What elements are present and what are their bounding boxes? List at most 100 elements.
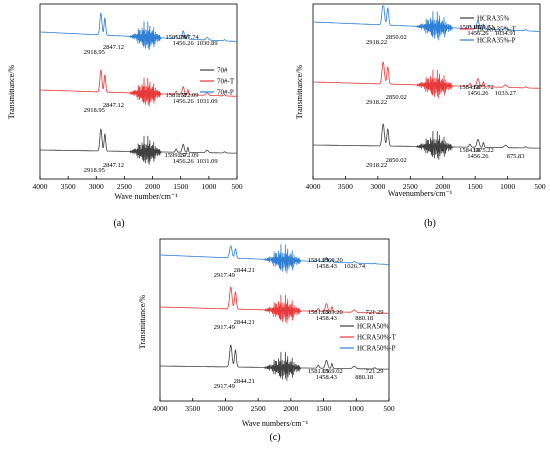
peak-label: 2918.95 bbox=[84, 167, 105, 174]
peak-label: 1372.09 bbox=[177, 152, 198, 159]
peak-label: 1372.09 bbox=[177, 92, 198, 99]
x-tick-label: 500 bbox=[383, 404, 395, 413]
chart-panel-2: 4000 3500 3000 2500 2000 1500 1000 500 Wavenumbe… bbox=[295, 3, 546, 229]
x-tick-label: 3000 bbox=[218, 404, 233, 413]
legend-entry: HCRA35%-T bbox=[477, 26, 517, 34]
plot-frame bbox=[159, 238, 390, 402]
x-axis-label: Wavenumbers/cm⁻¹ bbox=[388, 189, 453, 198]
series-line-70#-T bbox=[40, 69, 237, 107]
peak-label: 1584.68 bbox=[459, 84, 480, 91]
peak-label: 2844.21 bbox=[234, 267, 255, 274]
peak-label: 2847.12 bbox=[103, 102, 124, 109]
peak-label: 1456.26 bbox=[467, 153, 489, 160]
series-line-HCRA50% bbox=[160, 344, 389, 381]
x-tick-label: 1500 bbox=[468, 182, 483, 191]
legend-entry: HCRA50% bbox=[357, 323, 389, 331]
y-axis-label: Transmittance/% bbox=[295, 64, 304, 119]
legend-entry: HCRA50%-P bbox=[357, 345, 396, 353]
peak-label: 1369.02 bbox=[322, 368, 343, 375]
peak-label: 2917.49 bbox=[214, 272, 235, 279]
peak-label: 1369.20 bbox=[322, 257, 343, 264]
peak-label: 1031.09 bbox=[197, 158, 218, 165]
panel-label: (c) bbox=[269, 432, 280, 443]
legend: 70# 70#-T 70#-P bbox=[200, 67, 235, 97]
peak-label: 1456.26 bbox=[173, 40, 195, 47]
peak-label: 880.18 bbox=[355, 374, 373, 381]
chart-panel-3: 4000 3500 3000 2500 2000 1500 1000 500 Wave numb… bbox=[138, 238, 397, 443]
x-axis-label: Wave number/cm⁻¹ bbox=[114, 192, 178, 201]
peak-label: 1458.43 bbox=[316, 374, 337, 381]
x-axis-label: Wave numbers/cm⁻¹ bbox=[242, 419, 309, 428]
x-tick-label: 2500 bbox=[251, 404, 266, 413]
peak-label: 1581.05 bbox=[308, 309, 329, 316]
peak-label: 1456.26 bbox=[173, 158, 195, 165]
peak-label: 1458.43 bbox=[316, 315, 337, 322]
peak-label: 1031.09 bbox=[197, 98, 218, 105]
x-tick-label: 1000 bbox=[500, 182, 515, 191]
legend-entry: HCRA50%-T bbox=[357, 334, 397, 342]
x-tick-label: 3500 bbox=[61, 182, 76, 191]
peak-label: 1026.74 bbox=[344, 263, 366, 270]
peak-label: 2918.95 bbox=[84, 107, 105, 114]
peak-label: 1375.72 bbox=[473, 24, 494, 31]
peak-label: 1458.43 bbox=[316, 263, 337, 270]
plot-frame bbox=[312, 3, 541, 180]
peak-label: 1456.26 bbox=[467, 30, 489, 37]
x-tick-label: 1000 bbox=[349, 404, 364, 413]
legend-entry: 70#-P bbox=[217, 89, 234, 97]
peak-label: 2918.95 bbox=[84, 49, 105, 56]
peak-label: 1375.72 bbox=[473, 84, 494, 91]
x-tick-label: 500 bbox=[231, 182, 243, 191]
peak-label: 1367.74 bbox=[178, 34, 200, 41]
peak-label: 1581.79 bbox=[166, 34, 187, 41]
peak-label: 1581.05 bbox=[308, 368, 329, 375]
legend: HCRA50% HCRA50%-T HCRA50%-P bbox=[340, 323, 397, 353]
legend-entry: HCRA35%-P bbox=[477, 37, 516, 45]
peak-label: 2917.49 bbox=[214, 324, 235, 331]
panel-label: (b) bbox=[424, 218, 436, 229]
x-tick-label: 4000 bbox=[306, 182, 321, 191]
peak-label: 1581.05 bbox=[308, 257, 329, 264]
peak-label: 2847.12 bbox=[103, 44, 124, 51]
peak-label: 2917.49 bbox=[214, 383, 235, 390]
y-axis-label: Transmittance/% bbox=[138, 294, 147, 349]
peak-label: 2918.22 bbox=[366, 99, 387, 106]
series-line-70#-P bbox=[40, 12, 238, 51]
chart-panel-1: 4000 3500 3000 2500 2000 1500 1000 500 Wave numb… bbox=[7, 3, 243, 229]
peak-label: 1581.78 bbox=[166, 92, 187, 99]
peak-label: 2850.02 bbox=[386, 157, 407, 164]
legend-entry: 70# bbox=[217, 67, 228, 75]
series-line-HCRA50%-P bbox=[160, 244, 389, 274]
peak-label: 721.29 bbox=[366, 309, 384, 316]
series-line-HCRA35%-T bbox=[313, 61, 540, 99]
legend: HCRA35% HCRA35%-T HCRA35%-P bbox=[460, 15, 517, 45]
x-tick-label: 1500 bbox=[173, 182, 188, 191]
peak-label: 1584.68 bbox=[459, 147, 480, 154]
peak-label: 1581.05 bbox=[459, 24, 480, 31]
series-line-70# bbox=[40, 128, 238, 165]
peak-label: 1599.19 bbox=[165, 152, 186, 159]
peak-label: 2844.21 bbox=[234, 319, 255, 326]
x-tick-label: 4000 bbox=[153, 404, 168, 413]
peak-label: 2850.02 bbox=[386, 34, 407, 41]
x-tick-label: 2500 bbox=[403, 182, 418, 191]
x-tick-label: 3000 bbox=[89, 182, 104, 191]
series-line-HCRA35% bbox=[313, 123, 541, 160]
x-tick-label: 1000 bbox=[201, 182, 216, 191]
peak-label: 1456.26 bbox=[467, 90, 489, 97]
legend-entry: 70#-T bbox=[217, 78, 235, 86]
peak-label: 875.83 bbox=[507, 153, 525, 160]
peak-label: 1030.89 bbox=[197, 40, 218, 47]
peak-label: 1033.27 bbox=[495, 90, 517, 97]
peak-label: 2918.22 bbox=[366, 162, 387, 169]
peak-label: 1456.26 bbox=[173, 98, 195, 105]
peak-label: 1369.20 bbox=[322, 309, 343, 316]
x-tick-label: 1500 bbox=[316, 404, 331, 413]
legend-entry: HCRA35% bbox=[477, 15, 509, 23]
y-axis-label: Transmittance/% bbox=[7, 64, 16, 119]
peak-label: 880.18 bbox=[355, 315, 373, 322]
peak-label: 721.29 bbox=[366, 368, 384, 375]
x-tick-label: 3500 bbox=[185, 404, 200, 413]
x-tick-label: 2000 bbox=[435, 182, 450, 191]
